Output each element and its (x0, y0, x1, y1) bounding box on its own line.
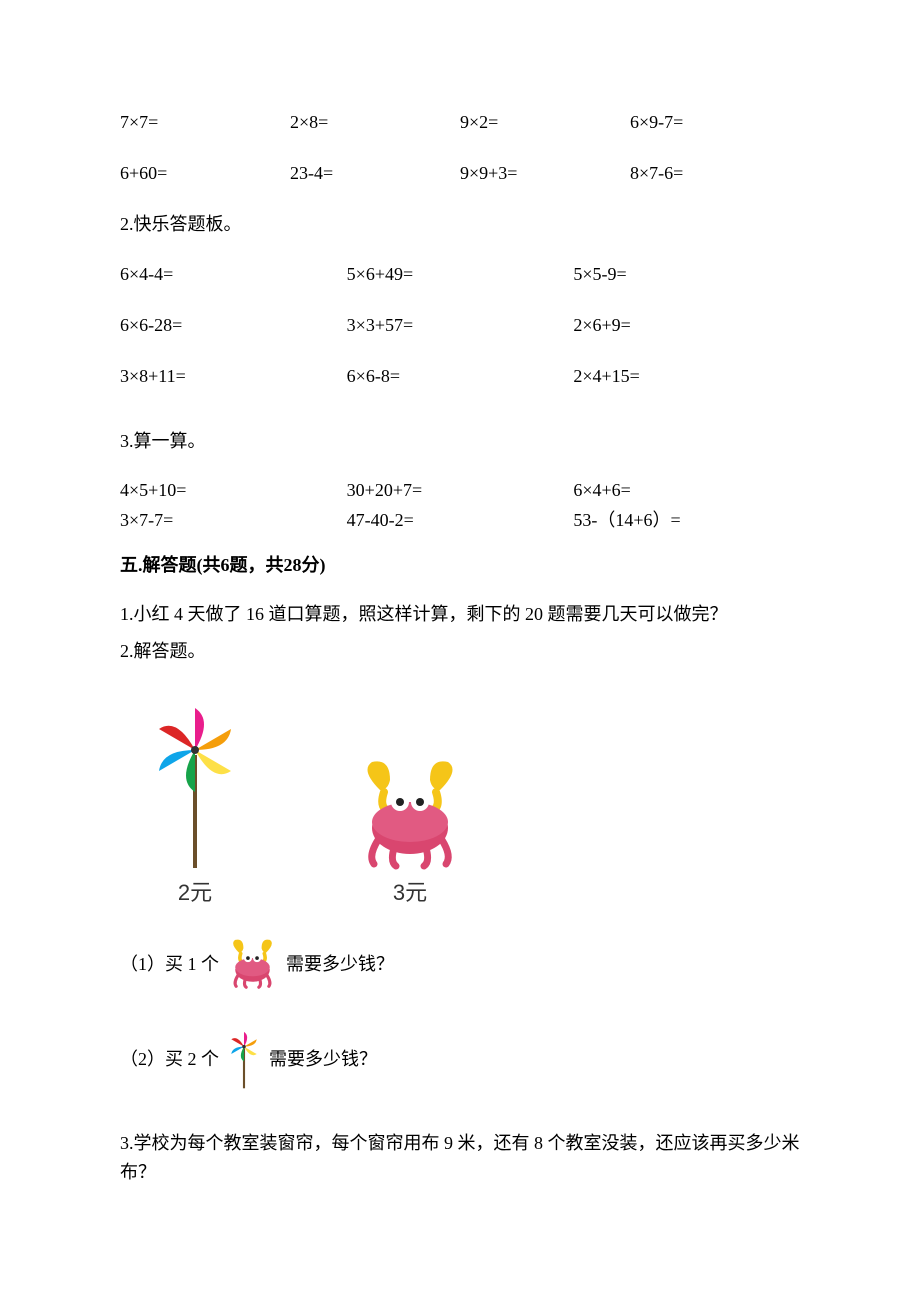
question-2-label: 2.解答题。 (120, 637, 800, 666)
expr: 3×7-7= (120, 508, 347, 533)
question-3: 3.学校为每个教室装窗帘，每个窗帘用布 9 米，还有 8 个教室没装，还应该再买… (120, 1129, 800, 1187)
expr: 5×6+49= (347, 262, 574, 287)
heading-3: 3.算一算。 (120, 429, 800, 454)
expr: 6×9-7= (630, 110, 800, 135)
expr: 6×6-28= (120, 313, 347, 338)
expr: 2×6+9= (573, 313, 800, 338)
question-1: 1.小红 4 天做了 16 道口算题，照这样计算，剩下的 20 题需要几天可以做… (120, 600, 800, 629)
expr: 7×7= (120, 110, 290, 135)
crab-item: 3元 (350, 760, 470, 909)
crab-icon (225, 939, 280, 989)
expr: 47-40-2= (347, 508, 574, 533)
expr: 6×4+6= (573, 478, 800, 503)
expr: 3×3+57= (347, 313, 574, 338)
arithmetic-block-2: 6×4-4= 5×6+49= 5×5-9= 6×6-28= 3×3+57= 2×… (120, 262, 800, 390)
sub2-pre: （2）买 2 个 (120, 1047, 219, 1072)
sub1-post: 需要多少钱？ (286, 952, 394, 977)
expr: 9×9+3= (460, 161, 630, 186)
crab-price: 3元 (393, 878, 427, 909)
expr: 30+20+7= (347, 478, 574, 503)
arithmetic-block-1: 7×7= 2×8= 9×2= 6×9-7= 6+60= 23-4= 9×9+3=… (120, 110, 800, 186)
shop-items: 2元 3元 (120, 700, 800, 909)
pinwheel-icon (150, 700, 240, 870)
expr: 53-（14+6）= (573, 508, 800, 533)
arith-row: 3×7-7= 47-40-2= 53-（14+6）= (120, 508, 800, 533)
expr: 2×4+15= (573, 364, 800, 389)
pinwheel-icon (225, 1029, 263, 1089)
expr: 6×6-8= (347, 364, 574, 389)
arith-row: 4×5+10= 30+20+7= 6×4+6= (120, 478, 800, 503)
expr: 3×8+11= (120, 364, 347, 389)
expr: 6×4-4= (120, 262, 347, 287)
sub1-pre: （1）买 1 个 (120, 952, 219, 977)
arith-row: 6×6-28= 3×3+57= 2×6+9= (120, 313, 800, 338)
worksheet-page: 7×7= 2×8= 9×2= 6×9-7= 6+60= 23-4= 9×9+3=… (0, 0, 920, 1302)
expr: 4×5+10= (120, 478, 347, 503)
expr: 8×7-6= (630, 161, 800, 186)
sub-question-2: （2）买 2 个 需要多少钱？ (120, 1029, 800, 1089)
section-5-heading: 五.解答题(共6题，共28分) (120, 553, 800, 578)
arith-row: 7×7= 2×8= 9×2= 6×9-7= (120, 110, 800, 135)
crab-icon (350, 760, 470, 870)
arith-row: 6×4-4= 5×6+49= 5×5-9= (120, 262, 800, 287)
pinwheel-item: 2元 (150, 700, 240, 909)
arith-row: 3×8+11= 6×6-8= 2×4+15= (120, 364, 800, 389)
expr: 6+60= (120, 161, 290, 186)
expr: 5×5-9= (573, 262, 800, 287)
pinwheel-price: 2元 (178, 878, 212, 909)
expr: 9×2= (460, 110, 630, 135)
arithmetic-block-3: 4×5+10= 30+20+7= 6×4+6= 3×7-7= 47-40-2= … (120, 478, 800, 532)
expr: 2×8= (290, 110, 460, 135)
sub-question-1: （1）买 1 个 需要多少钱？ (120, 939, 800, 989)
heading-2: 2.快乐答题板。 (120, 212, 800, 237)
arith-row: 6+60= 23-4= 9×9+3= 8×7-6= (120, 161, 800, 186)
expr: 23-4= (290, 161, 460, 186)
sub2-post: 需要多少钱？ (269, 1047, 377, 1072)
